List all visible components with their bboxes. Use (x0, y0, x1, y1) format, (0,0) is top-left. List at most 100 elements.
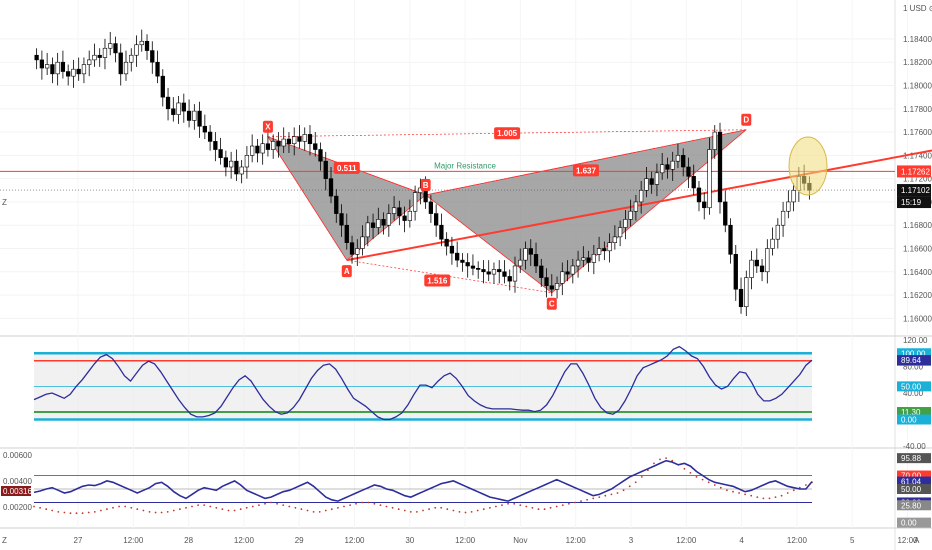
candle (497, 260, 502, 284)
pattern-point-b-box (420, 178, 431, 191)
candle-body (344, 224, 349, 243)
candle (639, 180, 644, 214)
candle-body (234, 160, 239, 175)
candle (150, 41, 155, 74)
candle (323, 151, 328, 191)
candle (276, 132, 281, 158)
candle (612, 225, 618, 250)
pattern-point-d-text: D (743, 116, 749, 125)
stoch-level-tag-box (897, 407, 931, 418)
candle-body (633, 201, 639, 212)
stoch-level-tag-box (897, 381, 931, 392)
osc2-dot (276, 502, 278, 505)
candle (754, 248, 759, 273)
osc2-dot (185, 506, 187, 509)
osc2-dot (574, 501, 576, 504)
candle-body (707, 149, 712, 209)
stoch-tick-label: 120.00 (903, 336, 928, 345)
osc2-dot (93, 511, 96, 513)
osc2-dot (397, 508, 400, 511)
candle (81, 57, 87, 84)
osc2-dot (549, 506, 552, 509)
osc2-dot (780, 494, 783, 497)
candle (113, 36, 118, 63)
candle-body (465, 262, 470, 267)
candle (481, 260, 486, 284)
candle (134, 35, 139, 67)
candle (623, 210, 628, 240)
candle (476, 261, 481, 279)
candle-body (376, 219, 381, 228)
candle-body (123, 61, 129, 75)
osc2-right-tag: 0.00 (897, 517, 931, 528)
osc2-right-tag-box (897, 470, 931, 481)
osc2-dot (525, 505, 528, 508)
osc2-left-tick: 0.00400 (3, 477, 32, 486)
candle-body (265, 143, 271, 150)
ratio-xd-text: 1.005 (497, 129, 518, 138)
time-tick-label: 12:00 (234, 536, 255, 545)
time-tick-label: Nov (513, 536, 527, 545)
osc2-left-tag: 0.00316 (1, 486, 32, 496)
candle (144, 34, 150, 60)
combined-oscillator-pane: 0.00600 0.00400 0.00200 0.00316 95.88 70.0061… (1, 451, 931, 528)
candle-body (176, 102, 181, 115)
candle-body (34, 54, 39, 61)
pattern-point-c-text: C (549, 300, 555, 309)
candle-body (313, 143, 318, 150)
candle-body (470, 265, 476, 269)
osc2-dot (373, 502, 376, 505)
candle-body (460, 259, 465, 263)
osc2-dot (142, 509, 145, 512)
price-tick-label: 1.17800 (903, 105, 932, 114)
candle (286, 132, 292, 154)
time-tick-label: 3 (629, 536, 634, 545)
osc2-dot (264, 502, 266, 505)
candle-body (596, 248, 602, 255)
candle (439, 213, 444, 247)
osc2-dot (586, 498, 588, 501)
candle (281, 127, 286, 154)
stoch-level-tag-box (897, 414, 931, 425)
candle (250, 134, 255, 163)
osc2-right-tag-box (897, 476, 931, 487)
candle-body (223, 157, 229, 168)
osc2-dot (367, 501, 370, 504)
candle-body (281, 138, 286, 147)
candle (97, 48, 102, 67)
candle (486, 260, 491, 282)
osc2-dot (379, 504, 382, 506)
trendline (346, 149, 932, 262)
osc2-dot (738, 492, 740, 494)
candle-body (602, 248, 607, 252)
candle (365, 215, 370, 247)
candle (92, 43, 97, 67)
ratio-ac: 1.516 (424, 274, 451, 287)
candle-body (765, 248, 770, 273)
candle-body (581, 257, 586, 261)
candle-body (686, 166, 691, 177)
stoch-current-tag-text: 89.64 (901, 356, 922, 365)
candle (355, 239, 360, 266)
candle (465, 253, 470, 278)
candle-body (391, 207, 397, 214)
osc2-dot (251, 505, 254, 508)
candle (491, 262, 497, 284)
osc2-dot (501, 504, 503, 506)
osc2-dot (160, 511, 163, 514)
candle-body (759, 265, 765, 273)
candle-body (113, 43, 118, 54)
candle-body (228, 160, 234, 168)
osc2-right-tag-text: 50.00 (901, 485, 922, 494)
candle-body (675, 155, 681, 162)
candle (644, 167, 649, 198)
ratio-bd-text: 1.637 (576, 166, 597, 175)
candle-body (439, 224, 444, 240)
osc2-dot (239, 508, 242, 511)
candle (628, 199, 633, 227)
candle-body (197, 110, 202, 127)
candle-body (744, 277, 749, 308)
z-axis-marker: Z (2, 198, 7, 207)
candle-body (360, 236, 365, 249)
candle (575, 250, 581, 278)
